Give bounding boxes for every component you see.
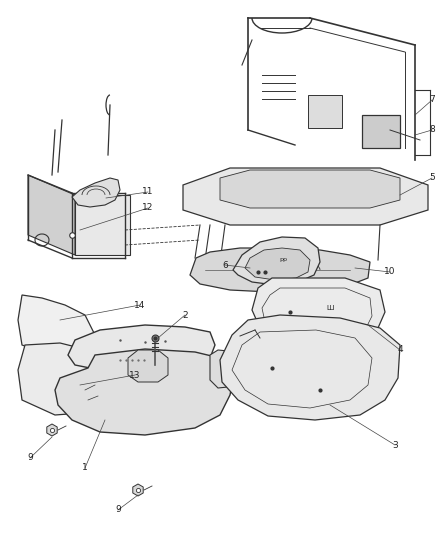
Text: 7: 7	[429, 95, 435, 104]
Polygon shape	[75, 195, 130, 255]
Text: Ш: Ш	[326, 305, 334, 311]
Text: 12: 12	[142, 204, 154, 213]
Text: 3: 3	[392, 440, 398, 449]
Text: 9: 9	[27, 454, 33, 463]
Polygon shape	[252, 278, 385, 338]
Polygon shape	[133, 484, 143, 496]
Text: 14: 14	[134, 301, 146, 310]
Polygon shape	[233, 237, 320, 285]
Text: 9: 9	[115, 505, 121, 514]
Polygon shape	[220, 315, 400, 420]
Polygon shape	[220, 170, 400, 208]
Text: 6: 6	[222, 261, 228, 270]
Text: 13: 13	[129, 370, 141, 379]
Polygon shape	[210, 350, 245, 388]
Polygon shape	[18, 295, 95, 355]
Polygon shape	[308, 95, 342, 128]
Polygon shape	[190, 248, 370, 292]
Text: 10: 10	[384, 268, 396, 277]
Polygon shape	[18, 343, 110, 415]
Polygon shape	[362, 115, 400, 148]
Polygon shape	[55, 349, 235, 435]
Polygon shape	[128, 350, 168, 382]
Polygon shape	[183, 168, 428, 225]
Text: 2: 2	[182, 311, 188, 319]
Text: pp: pp	[279, 257, 287, 262]
Polygon shape	[28, 175, 75, 255]
Polygon shape	[47, 424, 57, 436]
Polygon shape	[68, 325, 215, 373]
Polygon shape	[72, 178, 120, 207]
Text: 5: 5	[429, 174, 435, 182]
Text: 8: 8	[429, 125, 435, 134]
Text: 11: 11	[142, 188, 154, 197]
Text: 1: 1	[82, 464, 88, 472]
Text: 4: 4	[397, 345, 403, 354]
Polygon shape	[245, 248, 310, 280]
